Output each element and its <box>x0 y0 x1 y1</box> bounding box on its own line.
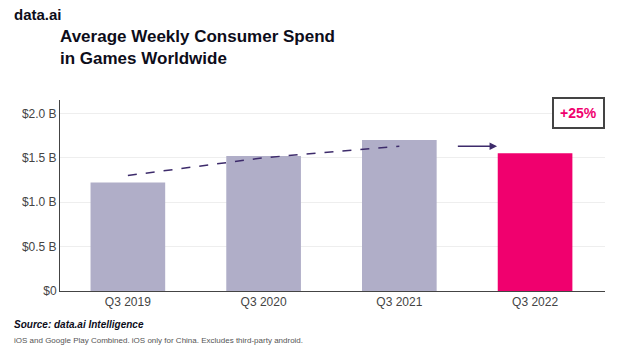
svg-text:Q3 2020: Q3 2020 <box>241 295 287 309</box>
svg-text:data.ai: data.ai <box>14 6 62 23</box>
svg-text:Q3 2022: Q3 2022 <box>512 295 558 309</box>
svg-text:Source: data.ai Intelligence: Source: data.ai Intelligence <box>14 319 144 330</box>
svg-text:$0.5 B: $0.5 B <box>22 240 57 254</box>
svg-text:Average Weekly Consumer Spendi: Average Weekly Consumer Spendin Games Wo… <box>60 27 335 68</box>
svg-text:$1.0 B: $1.0 B <box>22 195 57 209</box>
svg-text:$2.0 B: $2.0 B <box>22 107 57 121</box>
svg-text:Q3 2019: Q3 2019 <box>105 295 151 309</box>
svg-text:$0: $0 <box>43 284 57 298</box>
svg-text:iOS and Google Play Combined.: iOS and Google Play Combined. iOS only f… <box>14 336 303 345</box>
svg-text:$1.5 B: $1.5 B <box>22 151 57 165</box>
svg-text:+25%: +25% <box>560 105 597 121</box>
svg-text:Q3 2021: Q3 2021 <box>376 295 422 309</box>
